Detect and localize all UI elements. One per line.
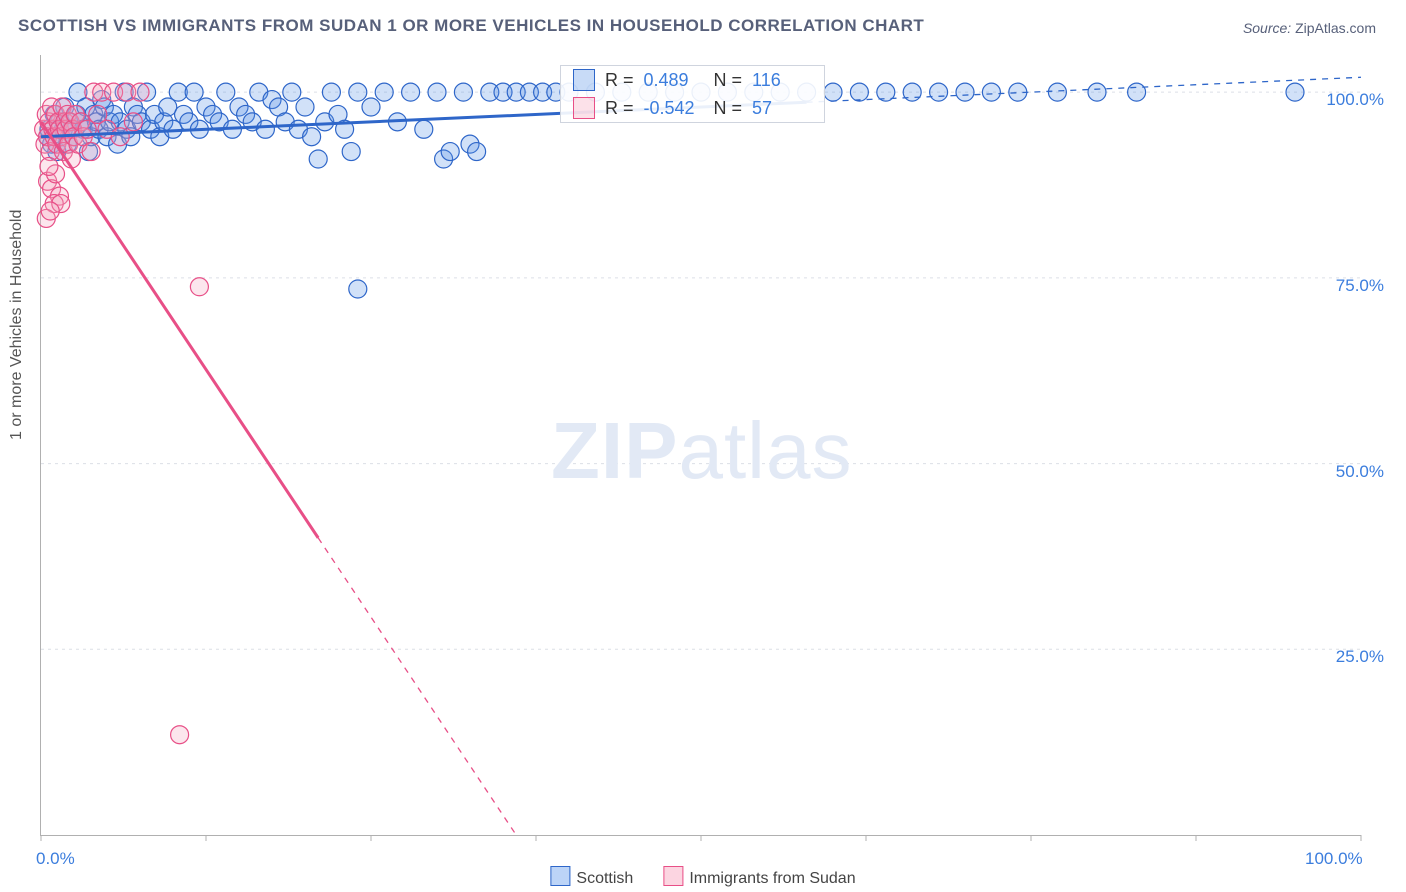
stats-row: R = -0.542 N = 57 — [561, 94, 824, 122]
y-axis-label: 1 or more Vehicles in Household — [8, 210, 26, 440]
x-tick-label: 100.0% — [1305, 849, 1363, 869]
source-attribution: Source: ZipAtlas.com — [1243, 20, 1376, 36]
stat-n-key: N = — [714, 70, 743, 91]
y-tick-label: 50.0% — [1314, 462, 1384, 482]
stat-r-key: R = — [605, 70, 634, 91]
legend: Scottish Immigrants from Sudan — [550, 866, 855, 888]
stat-n-value: 116 — [752, 70, 812, 91]
source-prefix: Source: — [1243, 20, 1295, 36]
chart-svg — [41, 55, 1361, 835]
stats-row: R = 0.489 N = 116 — [561, 66, 824, 94]
correlation-stats-box: R = 0.489 N = 116 R = -0.542 N = 57 — [560, 65, 825, 123]
stat-r-value: -0.542 — [644, 98, 704, 119]
legend-swatch — [663, 866, 683, 886]
legend-label: Immigrants from Sudan — [689, 870, 855, 887]
source-name: ZipAtlas.com — [1295, 20, 1376, 36]
stat-n-value: 57 — [752, 98, 812, 119]
legend-item: Scottish — [550, 866, 633, 888]
legend-item: Immigrants from Sudan — [663, 866, 855, 888]
stat-r-value: 0.489 — [644, 70, 704, 91]
y-tick-label: 100.0% — [1314, 90, 1384, 110]
series-swatch — [573, 97, 595, 119]
plot-area: ZIPatlas — [40, 55, 1361, 836]
legend-label: Scottish — [576, 870, 633, 887]
y-tick-label: 25.0% — [1314, 647, 1384, 667]
legend-swatch — [550, 866, 570, 886]
stat-n-key: N = — [714, 98, 743, 119]
y-tick-label: 75.0% — [1314, 276, 1384, 296]
chart-title: SCOTTISH VS IMMIGRANTS FROM SUDAN 1 OR M… — [18, 16, 924, 36]
stat-r-key: R = — [605, 98, 634, 119]
x-tick-label: 0.0% — [36, 849, 75, 869]
series-swatch — [573, 69, 595, 91]
